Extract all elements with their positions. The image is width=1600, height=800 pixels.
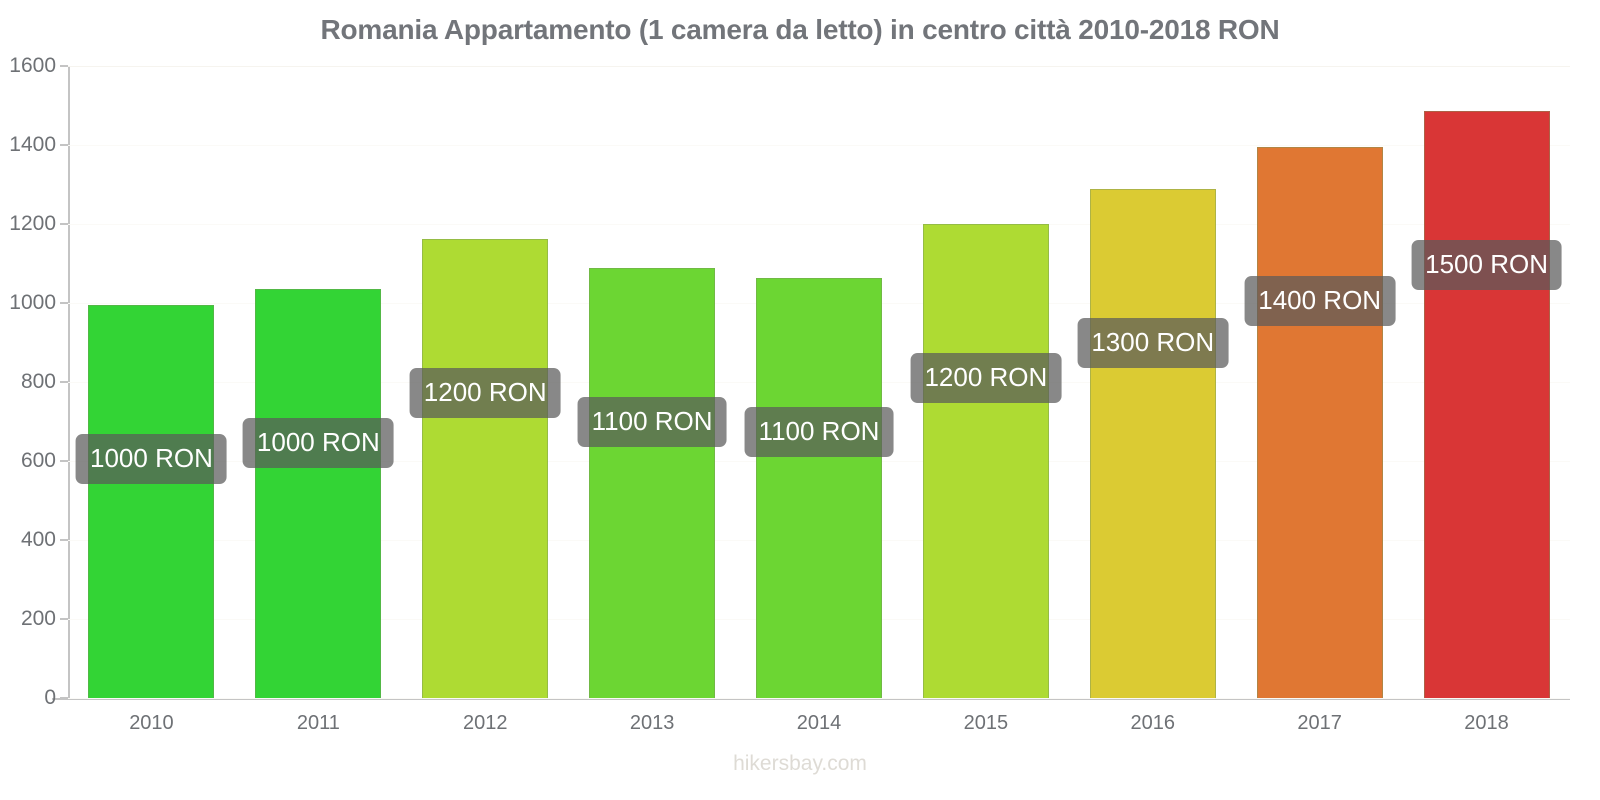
y-axis-tick-mark [60, 697, 68, 699]
bar[interactable] [922, 223, 1049, 698]
bar[interactable] [589, 268, 716, 698]
bar-slot[interactable] [922, 66, 1049, 698]
x-axis-tick-label: 2010 [129, 712, 174, 734]
chart-title: Romania Appartamento (1 camera da letto)… [320, 14, 1280, 45]
footer-credit: hikersbay.com [733, 752, 867, 775]
gridline [68, 66, 1570, 67]
bar[interactable] [1089, 189, 1216, 698]
bar-slot[interactable] [1423, 66, 1550, 698]
y-axis-tick-label: 400 [20, 528, 56, 551]
y-axis-tick-label: 1400 [9, 133, 56, 156]
x-axis-tick-label: 2011 [296, 712, 340, 734]
y-axis-tick-label: 1200 [9, 212, 56, 235]
bar-slot[interactable] [589, 66, 716, 698]
x-axis-tick-label: 2016 [1130, 712, 1176, 734]
bar-slot[interactable] [1256, 66, 1383, 698]
bar[interactable] [255, 289, 382, 698]
x-axis-tick-label: 2017 [1297, 712, 1342, 734]
bar-slot[interactable] [422, 66, 549, 698]
x-axis-line [52, 698, 1570, 700]
y-axis-tick-mark [60, 539, 68, 541]
plot-area: 1000 RON 1000 RON 1200 RON 1100 RON 1100 RON… [68, 66, 1570, 699]
gridline [68, 224, 1570, 225]
bar-slot[interactable] [88, 66, 215, 698]
x-axis-tick-label: 2014 [796, 712, 842, 734]
y-axis-tick-mark [60, 65, 68, 67]
y-axis-tick-label: 0 [44, 686, 56, 709]
y-axis-tick-mark [60, 618, 68, 620]
y-axis-tick-label: 200 [20, 607, 56, 630]
gridline [68, 698, 1570, 699]
x-axis-tick-label: 2015 [963, 712, 1009, 734]
bar[interactable] [756, 278, 882, 698]
y-axis-tick-mark [60, 460, 68, 462]
bar[interactable] [1256, 146, 1383, 698]
bar[interactable] [88, 304, 215, 698]
bar[interactable] [1423, 111, 1550, 698]
y-axis-tick-label: 1000 [9, 291, 56, 314]
bar-slot[interactable] [255, 66, 382, 698]
y-axis-tick-label: 1600 [9, 54, 56, 77]
y-axis-tick-mark [60, 381, 68, 383]
y-axis-tick-mark [60, 223, 68, 225]
y-axis-line [68, 66, 70, 700]
y-axis-tick-label: 600 [20, 449, 56, 472]
x-axis-tick-label: 2018 [1464, 712, 1509, 734]
y-axis-tick-mark [60, 302, 68, 304]
y-axis-tick-mark [60, 144, 68, 146]
bar-slot[interactable] [1089, 66, 1216, 698]
bar[interactable] [422, 238, 549, 698]
x-axis-tick-label: 2013 [629, 712, 675, 734]
x-axis-tick-label: 2012 [462, 712, 508, 734]
gridline [68, 145, 1570, 146]
bar-slot[interactable] [756, 66, 882, 698]
y-axis-tick-label: 800 [20, 370, 56, 393]
